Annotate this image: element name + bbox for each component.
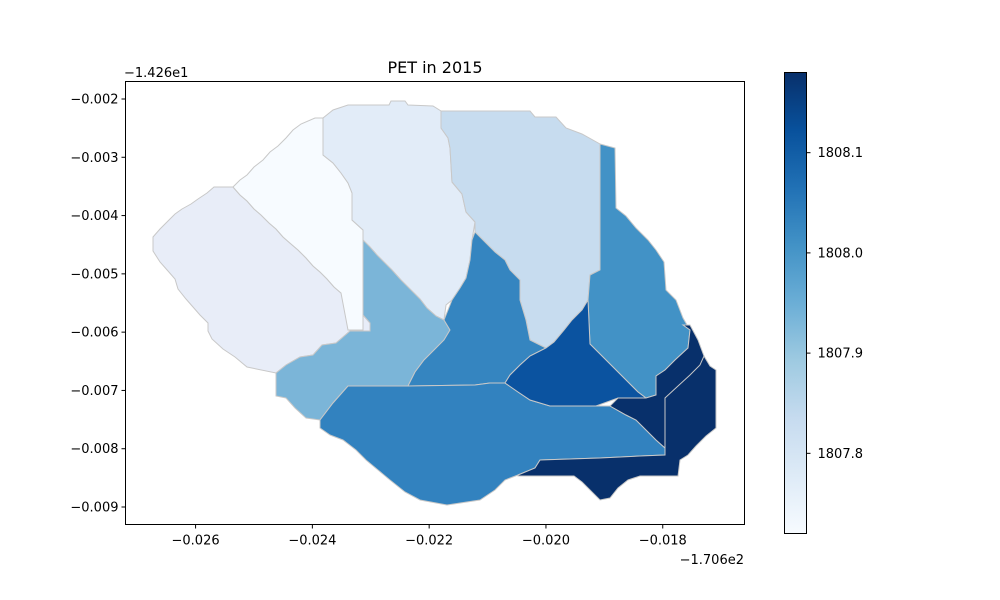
x-tick-label: −0.026 bbox=[172, 534, 220, 549]
region-southeast-inner bbox=[504, 298, 648, 407]
axes-frame bbox=[125, 81, 745, 525]
x-tick-label: −0.018 bbox=[639, 534, 687, 549]
colorbar-tick-label: 1808.0 bbox=[818, 246, 864, 261]
y-tick-label: −0.009 bbox=[70, 501, 118, 516]
x-tick-label: −0.020 bbox=[522, 534, 570, 549]
y-tick-label: −0.004 bbox=[70, 209, 118, 224]
colorbar-tick-label: 1807.9 bbox=[818, 347, 864, 362]
y-tick-label: −0.007 bbox=[70, 384, 118, 399]
colorbar bbox=[784, 72, 807, 534]
y-axis-ticks: −0.002 −0.003 −0.004 −0.005 −0.006 −0.007 −0.0… bbox=[70, 92, 126, 516]
x-offset-label: −1.706e2 bbox=[680, 553, 744, 568]
y-tick-label: −0.006 bbox=[70, 326, 118, 341]
colorbar-ticks: 1807.8 1807.9 1808.0 1808.1 bbox=[806, 146, 864, 462]
y-tick-label: −0.008 bbox=[70, 442, 118, 457]
colorbar-tick-label: 1807.8 bbox=[818, 447, 864, 462]
chart-title: PET in 2015 bbox=[387, 58, 482, 77]
x-tick-label: −0.022 bbox=[405, 534, 453, 549]
y-tick-label: −0.002 bbox=[70, 92, 118, 107]
region-southeast bbox=[517, 324, 717, 501]
y-tick-label: −0.003 bbox=[70, 151, 118, 166]
region-border-east bbox=[664, 355, 705, 455]
x-tick-label: −0.024 bbox=[288, 534, 336, 549]
colorbar-tick-label: 1808.1 bbox=[818, 146, 864, 161]
y-offset-label: −1.426e1 bbox=[124, 66, 188, 81]
map-regions bbox=[152, 100, 717, 506]
y-tick-label: −0.005 bbox=[70, 267, 118, 282]
x-axis-ticks: −0.026 −0.024 −0.022 −0.020 −0.018 bbox=[172, 524, 687, 549]
